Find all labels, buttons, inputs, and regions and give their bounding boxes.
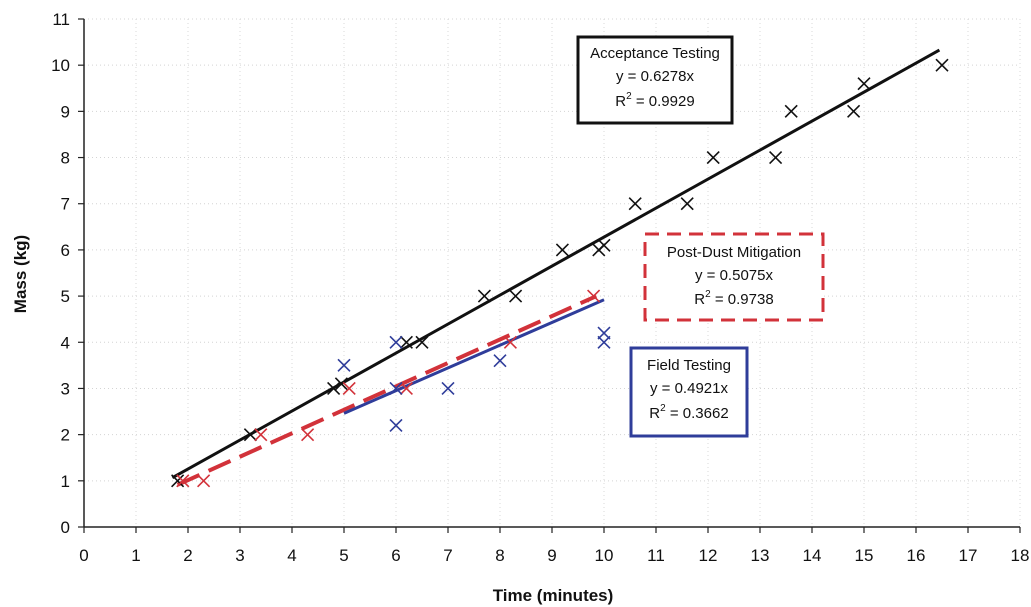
x-tick-labels: 0 1 2 3 4 5 6 7 8 9 10 11 12 13 14 15 16 17 18 xyxy=(79,546,1029,565)
annotation-post-dust-title: Post-Dust Mitigation xyxy=(667,244,801,261)
data-point-series-0 xyxy=(769,150,783,165)
trendline-series-2 xyxy=(343,298,605,415)
data-point-series-0 xyxy=(415,335,429,349)
data-point-series-2 xyxy=(389,335,403,349)
data-point-series-0 xyxy=(555,243,569,257)
y-tick-label: 6 xyxy=(61,241,70,260)
data-point-series-1 xyxy=(587,289,601,303)
y-tick-label: 7 xyxy=(61,195,70,214)
data-point-series-0 xyxy=(327,381,341,396)
x-axis-title: Time (minutes) xyxy=(493,586,614,605)
data-point-series-2 xyxy=(337,358,351,372)
data-point-series-1 xyxy=(176,474,190,488)
trendline-series-1 xyxy=(176,294,598,487)
y-tick-label: 2 xyxy=(61,426,70,445)
data-point-series-2 xyxy=(389,381,403,396)
annotation-acceptance-box xyxy=(576,35,734,125)
x-tick-label: 8 xyxy=(495,546,504,565)
data-point-series-0 xyxy=(334,377,348,391)
grid-lines xyxy=(84,18,1021,527)
data-point-series-0 xyxy=(243,428,257,442)
annotation-post-dust: Post-Dust Mitigation y = 0.5075x R2 = 0.… xyxy=(643,232,825,322)
y-tick-label: 1 xyxy=(61,472,70,491)
data-point-series-0 xyxy=(597,238,611,252)
y-tick-label: 11 xyxy=(52,10,70,29)
trendline-series-0 xyxy=(171,48,941,480)
annotation-field: Field Testing y = 0.4921x R2 = 0.3662 xyxy=(629,346,749,438)
data-point-series-1 xyxy=(503,335,517,349)
y-tick-label: 0 xyxy=(61,518,70,537)
x-tick-label: 1 xyxy=(131,546,140,565)
annotation-acceptance-r2: R2 = 0.9929 xyxy=(615,91,694,110)
annotation-field-r2: R2 = 0.3662 xyxy=(649,403,728,422)
x-tick-label: 15 xyxy=(855,546,874,565)
annotation-field-title: Field Testing xyxy=(647,357,731,374)
data-point-series-2 xyxy=(493,354,507,368)
annotation-post-dust-r2: R2 = 0.9738 xyxy=(694,289,773,308)
y-tick-label: 5 xyxy=(61,287,70,306)
annotation-acceptance: Acceptance Testing y = 0.6278x R2 = 0.99… xyxy=(576,35,734,125)
x-tick-label: 2 xyxy=(183,546,192,565)
x-tick-label: 14 xyxy=(803,546,822,565)
data-point-series-1 xyxy=(254,428,268,442)
x-tick-label: 12 xyxy=(699,546,718,565)
annotation-post-dust-equation: y = 0.5075x xyxy=(695,267,773,284)
x-tick-label: 16 xyxy=(907,546,926,565)
data-point-series-0 xyxy=(628,197,642,211)
data-point-series-0 xyxy=(680,197,694,211)
data-point-series-2 xyxy=(389,418,403,432)
annotation-field-box xyxy=(629,346,749,438)
x-tick-label: 3 xyxy=(235,546,244,565)
data-point-series-1 xyxy=(342,381,356,396)
annotation-acceptance-equation: y = 0.6278x xyxy=(616,68,694,85)
x-tick-label: 17 xyxy=(959,546,978,565)
annotation-post-dust-box xyxy=(643,232,825,322)
y-tick-label: 10 xyxy=(51,56,70,75)
data-point-series-1 xyxy=(197,474,211,488)
y-tick-label: 3 xyxy=(61,379,70,398)
x-tick-label: 9 xyxy=(547,546,556,565)
data-point-series-2 xyxy=(441,381,455,396)
x-tick-label: 5 xyxy=(339,546,348,565)
axes xyxy=(78,18,1021,533)
data-point-series-0 xyxy=(171,474,185,488)
x-tick-label: 13 xyxy=(751,546,770,565)
x-tick-label: 0 xyxy=(79,546,88,565)
x-tick-label: 10 xyxy=(595,546,614,565)
data-point-series-0 xyxy=(477,289,491,303)
y-tick-labels: 0 1 2 3 4 5 6 7 8 9 10 11 xyxy=(51,10,70,537)
data-point-series-2 xyxy=(597,326,611,340)
data-point-series-1 xyxy=(301,428,315,442)
data-point-series-0 xyxy=(935,58,949,72)
trendlines xyxy=(171,48,941,487)
data-point-series-0 xyxy=(857,77,871,91)
data-point-series-0 xyxy=(399,335,413,349)
x-tick-label: 4 xyxy=(287,546,296,565)
data-points xyxy=(171,58,949,488)
data-point-series-1 xyxy=(399,381,413,396)
annotation-acceptance-title: Acceptance Testing xyxy=(590,45,720,62)
data-point-series-0 xyxy=(706,150,720,165)
x-tick-label: 18 xyxy=(1011,546,1030,565)
y-tick-label: 8 xyxy=(61,149,70,168)
y-tick-label: 4 xyxy=(61,333,70,352)
x-tick-label: 11 xyxy=(647,546,665,565)
data-point-series-2 xyxy=(597,335,611,349)
annotation-field-equation: y = 0.4921x xyxy=(650,380,728,397)
data-point-series-0 xyxy=(847,104,861,118)
data-point-series-0 xyxy=(509,289,523,303)
y-tick-label: 9 xyxy=(61,102,70,121)
y-axis-title: Mass (kg) xyxy=(11,235,30,313)
x-tick-label: 7 xyxy=(443,546,452,565)
x-tick-label: 6 xyxy=(391,546,400,565)
data-point-series-0 xyxy=(784,104,798,118)
